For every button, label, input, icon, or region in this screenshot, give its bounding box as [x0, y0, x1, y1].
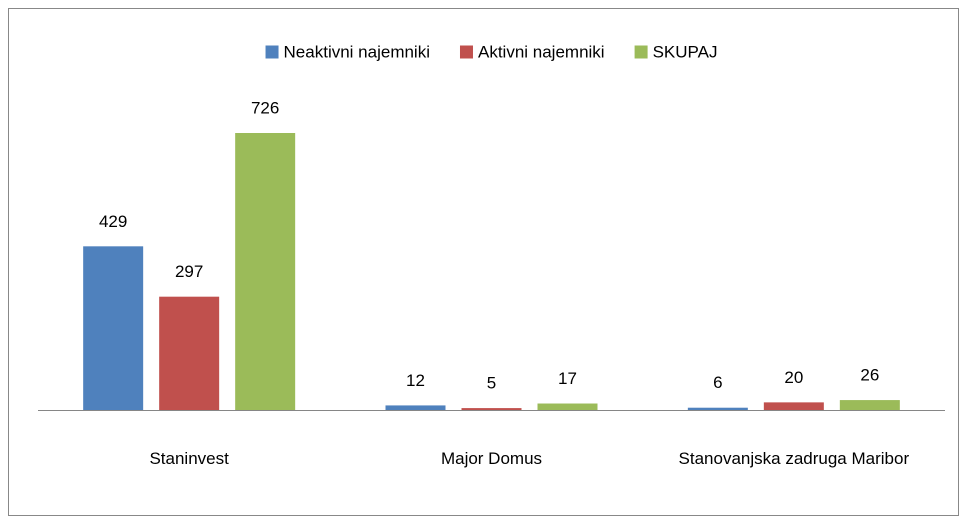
- legend-swatch: [265, 45, 279, 59]
- legend-label: Aktivni najemniki: [478, 42, 605, 61]
- data-label: 726: [251, 98, 279, 117]
- legend-label: SKUPAJ: [653, 42, 718, 61]
- bar: [385, 405, 446, 410]
- bar: [83, 246, 144, 410]
- bar: [687, 407, 748, 410]
- legend-swatch: [459, 45, 473, 59]
- data-label: 5: [487, 374, 496, 393]
- data-label: 297: [175, 262, 203, 281]
- data-label: 12: [406, 371, 425, 390]
- x-tick-label: Staninvest: [149, 449, 229, 468]
- bar: [537, 403, 598, 410]
- bar: [235, 133, 296, 410]
- legend-swatch: [634, 45, 648, 59]
- x-tick-label: Stanovanjska zadruga Maribor: [678, 449, 910, 468]
- bar: [461, 408, 522, 410]
- data-label: 17: [558, 369, 577, 388]
- data-label: 429: [99, 212, 127, 231]
- bar: [839, 400, 900, 410]
- bar: [763, 402, 824, 410]
- data-label: 6: [713, 373, 722, 392]
- data-label: 20: [784, 368, 803, 387]
- chart-border: [8, 8, 959, 516]
- legend-label: Neaktivni najemniki: [284, 42, 430, 61]
- data-label: 26: [860, 366, 879, 385]
- bar: [159, 296, 220, 410]
- x-tick-label: Major Domus: [440, 449, 543, 468]
